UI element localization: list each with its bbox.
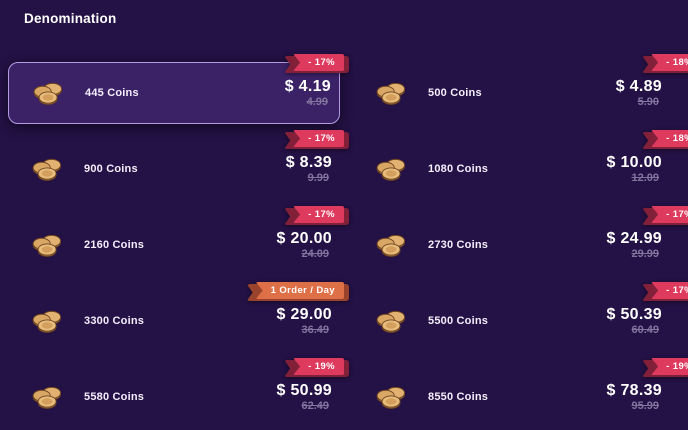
price-block: $ 24.99 29.99: [607, 230, 662, 261]
original-price: 62.49: [301, 400, 329, 413]
coins-icon: [374, 231, 410, 259]
coins-icon: [30, 383, 66, 411]
denomination-grid: - 17% 445 Coins $ 4.19 4.99: [8, 50, 688, 430]
current-price: $ 8.39: [285, 153, 332, 171]
original-price: 95.99: [631, 400, 659, 413]
coin-amount-label: 5580 Coins: [84, 391, 145, 403]
price-block: $ 10.00 12.09: [607, 154, 662, 185]
coin-amount-label: 8550 Coins: [428, 391, 489, 403]
coins-icon: [30, 155, 66, 183]
price-block: $ 29.00 36.49: [277, 306, 332, 337]
coins-icon: [30, 307, 66, 335]
denomination-option-2730-coins[interactable]: 2730 Coins $ 24.99 29.99: [352, 214, 680, 276]
badge-label: - 19%: [651, 358, 688, 375]
price-block: $ 50.99 62.49: [277, 382, 332, 413]
denomination-option-445-coins[interactable]: 445 Coins $ 4.19 4.99: [8, 62, 340, 124]
current-price: $ 24.99: [606, 229, 662, 247]
coin-amount-label: 2160 Coins: [84, 239, 145, 251]
page-title: Denomination: [24, 11, 117, 26]
badge-label: 1 Order / Day: [255, 282, 344, 299]
current-price: $ 4.89: [615, 77, 662, 95]
discount-badge: - 17%: [284, 52, 349, 73]
badge-label: - 17%: [651, 282, 688, 299]
original-price: 5.90: [637, 96, 659, 109]
original-price: 9.99: [307, 172, 329, 185]
discount-badge: - 19%: [284, 356, 349, 377]
original-price: 4.99: [306, 96, 328, 109]
current-price: $ 4.19: [284, 77, 331, 95]
coin-amount-label: 5500 Coins: [428, 315, 489, 327]
discount-badge: - 17%: [284, 204, 349, 225]
discount-badge: - 19%: [642, 356, 688, 377]
denomination-cell: - 18% 1080 Coins $ 10.00 12.09: [352, 126, 688, 202]
badge-label: - 17%: [651, 206, 688, 223]
denomination-cell: - 17% 5500 Coins $ 50.39 60.49: [352, 278, 688, 354]
denomination-cell: - 17% 900 Coins $ 8.39 9.99: [8, 126, 349, 202]
badge-label: - 19%: [293, 358, 344, 375]
price-block: $ 8.39 9.99: [286, 154, 332, 185]
denomination-cell: - 17% 2160 Coins $ 20.00 24.09: [8, 202, 349, 278]
coin-amount-label: 3300 Coins: [84, 315, 145, 327]
badge-label: - 18%: [651, 54, 688, 71]
discount-badge: - 17%: [642, 204, 688, 225]
price-block: $ 78.39 95.99: [607, 382, 662, 413]
price-block: $ 4.89 5.90: [616, 78, 662, 109]
current-price: $ 50.39: [606, 305, 662, 323]
limit-badge: 1 Order / Day: [246, 280, 349, 301]
original-price: 12.09: [631, 172, 659, 185]
coin-amount-label: 2730 Coins: [428, 239, 489, 251]
original-price: 36.49: [301, 324, 329, 337]
denomination-option-8550-coins[interactable]: 8550 Coins $ 78.39 95.99: [352, 366, 680, 428]
price-block: $ 4.19 4.99: [285, 78, 331, 109]
discount-badge: - 18%: [642, 52, 688, 73]
denomination-option-1080-coins[interactable]: 1080 Coins $ 10.00 12.09: [352, 138, 680, 200]
coins-icon: [374, 307, 410, 335]
badge-label: - 17%: [293, 54, 344, 71]
price-block: $ 20.00 24.09: [277, 230, 332, 261]
badge-label: - 17%: [293, 130, 344, 147]
current-price: $ 78.39: [606, 381, 662, 399]
coin-amount-label: 445 Coins: [85, 87, 139, 99]
denomination-cell: - 17% 2730 Coins $ 24.99 29.99: [352, 202, 688, 278]
denomination-option-900-coins[interactable]: 900 Coins $ 8.39 9.99: [8, 138, 340, 200]
coins-icon: [31, 79, 67, 107]
denomination-cell: 1 Order / Day 3300 Coins $ 29.00 36.49: [8, 278, 349, 354]
denomination-cell: - 19% 8550 Coins $ 78.39 95.99: [352, 354, 688, 430]
denomination-cell: - 17% 445 Coins $ 4.19 4.99: [8, 50, 349, 126]
denomination-option-5500-coins[interactable]: 5500 Coins $ 50.39 60.49: [352, 290, 680, 352]
discount-badge: - 18%: [642, 128, 688, 149]
price-block: $ 50.39 60.49: [607, 306, 662, 337]
denomination-option-2160-coins[interactable]: 2160 Coins $ 20.00 24.09: [8, 214, 340, 276]
denomination-cell: - 19% 5580 Coins $ 50.99 62.49: [8, 354, 349, 430]
denomination-cell: - 18% 500 Coins $ 4.89 5.90: [352, 50, 688, 126]
discount-badge: - 17%: [642, 280, 688, 301]
badge-label: - 17%: [293, 206, 344, 223]
coins-icon: [374, 383, 410, 411]
badge-label: - 18%: [651, 130, 688, 147]
coin-amount-label: 500 Coins: [428, 87, 482, 99]
current-price: $ 20.00: [276, 229, 332, 247]
current-price: $ 10.00: [606, 153, 662, 171]
original-price: 60.49: [631, 324, 659, 337]
current-price: $ 29.00: [276, 305, 332, 323]
coins-icon: [374, 79, 410, 107]
current-price: $ 50.99: [276, 381, 332, 399]
denomination-option-3300-coins[interactable]: 3300 Coins $ 29.00 36.49: [8, 290, 340, 352]
coin-amount-label: 1080 Coins: [428, 163, 489, 175]
denomination-option-500-coins[interactable]: 500 Coins $ 4.89 5.90: [352, 62, 680, 124]
original-price: 29.99: [631, 248, 659, 261]
original-price: 24.09: [301, 248, 329, 261]
denomination-option-5580-coins[interactable]: 5580 Coins $ 50.99 62.49: [8, 366, 340, 428]
coins-icon: [374, 155, 410, 183]
coin-amount-label: 900 Coins: [84, 163, 138, 175]
discount-badge: - 17%: [284, 128, 349, 149]
coins-icon: [30, 231, 66, 259]
